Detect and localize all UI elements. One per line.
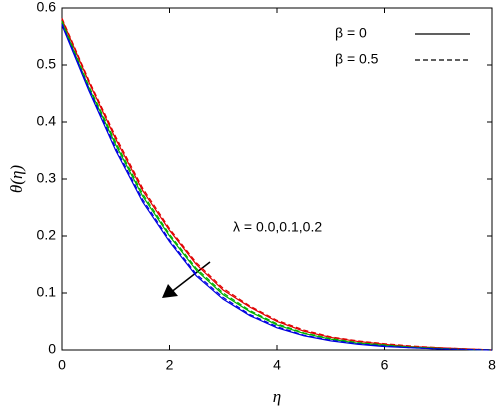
x-tick-label: 4 (273, 357, 281, 373)
line-series (61, 24, 493, 351)
y-tick-label: 0 (48, 341, 56, 357)
y-tick-label: 0.6 (37, 0, 57, 15)
line-series (61, 22, 493, 351)
plot-frame (61, 7, 493, 351)
y-tick-label: 0.1 (37, 284, 57, 300)
line-series (61, 20, 493, 351)
y-tick-label: 0.5 (37, 56, 57, 72)
arrow-shaft (169, 261, 211, 294)
y-axis-label: θ(η) (7, 165, 26, 193)
x-axis-label: η (273, 387, 281, 406)
line-series (61, 19, 493, 351)
x-tick-label: 6 (381, 357, 389, 373)
legend-label: β = 0 (335, 25, 367, 41)
legend-label: β = 0.5 (335, 51, 379, 67)
arrow-head (162, 284, 178, 298)
line-series (61, 18, 493, 351)
y-tick-label: 0.2 (37, 227, 57, 243)
line-series (61, 23, 493, 351)
y-tick-label: 0.3 (37, 170, 57, 186)
x-tick-label: 8 (488, 357, 496, 373)
y-tick-label: 0.4 (37, 113, 57, 129)
x-tick-label: 2 (166, 357, 174, 373)
x-tick-label: 0 (58, 357, 66, 373)
annotation: λ = 0.0,0.1,0.2 (233, 219, 322, 235)
